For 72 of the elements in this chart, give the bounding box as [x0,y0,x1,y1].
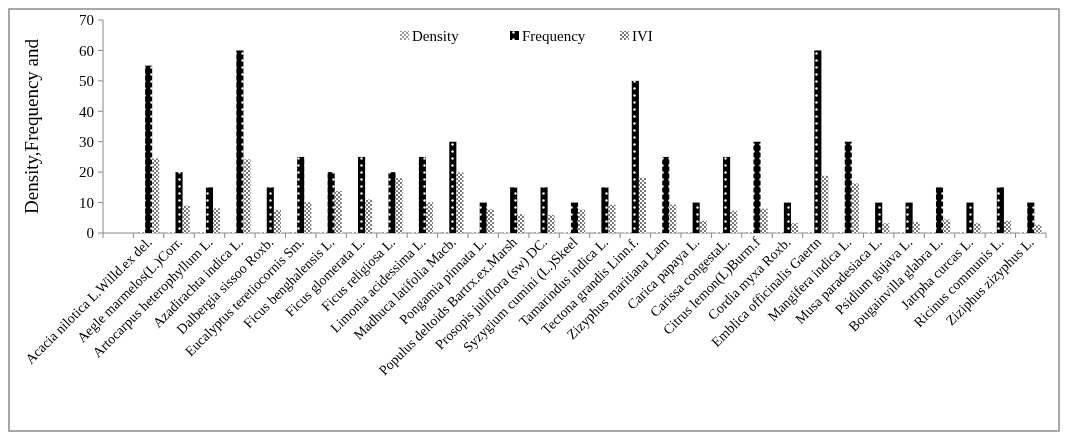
bar [790,223,799,233]
bar [334,191,342,233]
y-tick-label: 40 [79,103,94,120]
bar [425,202,434,233]
bar [912,222,920,233]
bar [578,209,586,233]
bar [966,202,974,233]
bar [182,205,190,233]
bar [479,202,487,233]
y-tick-label: 70 [79,12,94,29]
bar [851,183,859,233]
bar [213,208,221,233]
bar [1003,220,1012,233]
bar [540,187,548,233]
bar [996,187,1004,233]
bar [753,141,761,233]
bar [547,215,555,233]
bar [973,223,981,233]
bar [145,65,153,233]
bar [1027,202,1035,233]
bar [821,175,829,233]
bar [152,158,160,233]
legend-label: Frequency [522,28,586,45]
bar [456,172,464,233]
bar [236,50,244,233]
bar [844,141,852,233]
bar [327,172,335,233]
bar [638,177,646,233]
bar [388,172,396,233]
y-tick-label: 60 [79,42,94,59]
bar [517,214,525,233]
bar [943,219,951,233]
bar [631,80,639,233]
bar [570,202,579,233]
bar [783,202,791,233]
bar [395,178,403,233]
y-tick-label: 10 [79,194,94,211]
bar [669,204,677,233]
y-tick-label: 20 [79,164,94,181]
bar [1034,224,1042,233]
bar [935,187,944,233]
bar [760,208,768,233]
bar [699,220,707,233]
y-axis-title: Density,Frequency and [21,38,42,214]
y-tick-label: 0 [86,225,94,242]
bar [266,187,274,233]
bar [723,156,731,233]
bar [486,209,494,233]
legend-label: IVI [632,28,653,45]
bar [692,202,700,233]
bar [875,202,883,233]
bar [273,209,281,233]
bar [905,202,913,233]
y-tick-label: 30 [79,133,94,150]
legend-label: Density [412,28,460,45]
bar [365,199,373,233]
bar [608,204,616,233]
bar [418,156,426,233]
bar [297,156,305,233]
bar [882,223,890,233]
bar [730,210,738,233]
bar [358,156,366,233]
bar [662,156,670,233]
bar [205,187,214,233]
bar [814,50,822,233]
bar [601,187,609,233]
bar [304,202,312,233]
bar [449,141,457,233]
bar [510,187,518,233]
bar [175,172,183,233]
bar [243,159,251,233]
y-tick-label: 50 [79,73,94,90]
